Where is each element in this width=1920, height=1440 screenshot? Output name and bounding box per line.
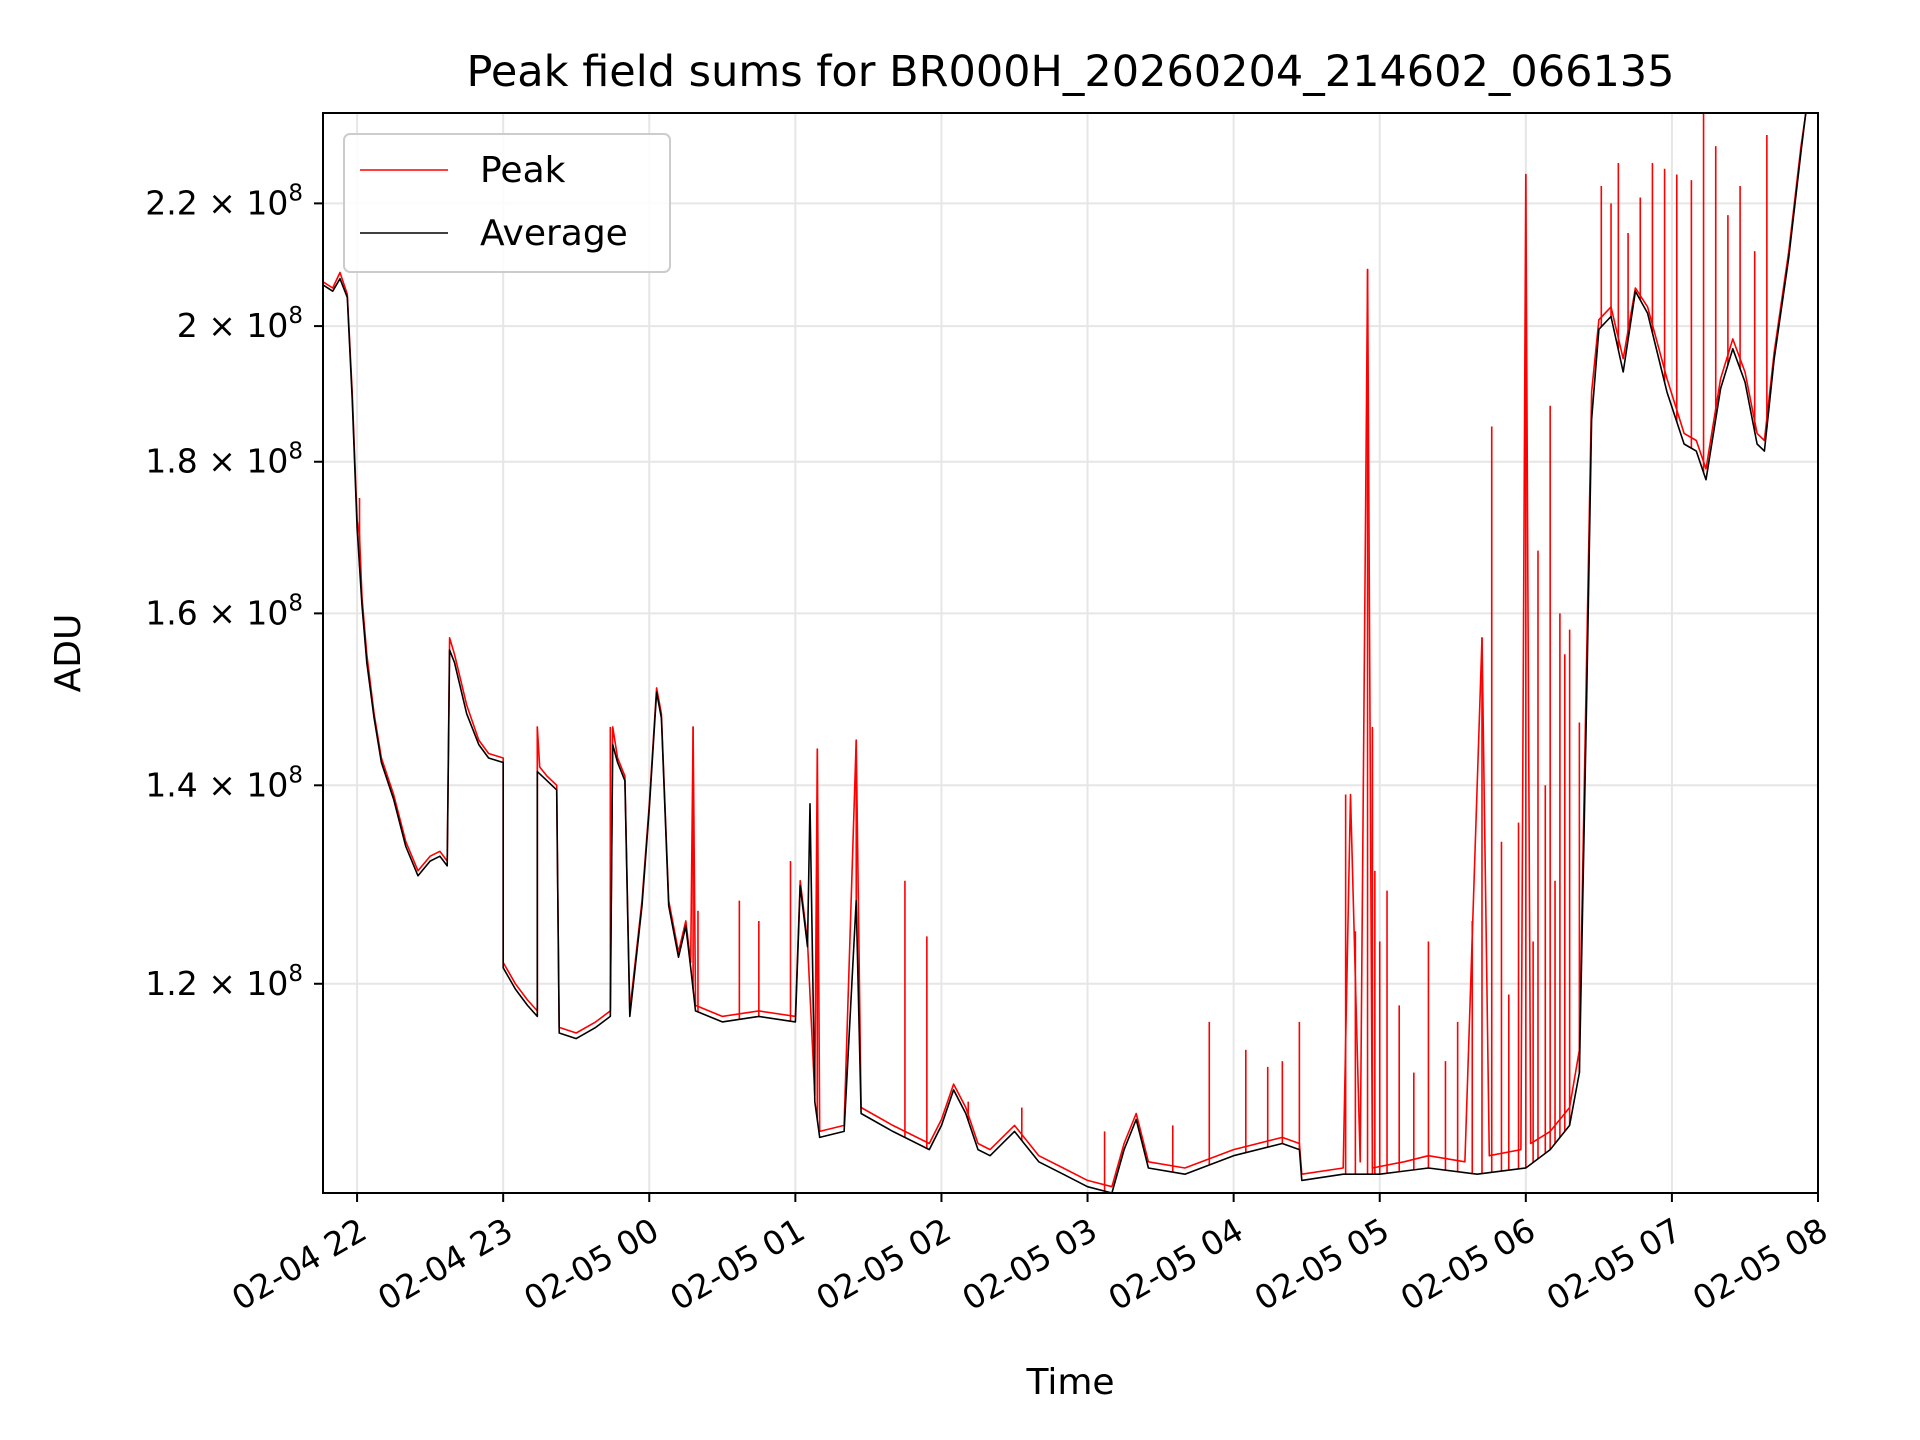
y-axis-label: ADU (48, 614, 89, 693)
series-average-line (323, 113, 1807, 1193)
y-tick-label: 1.2 × 108 (145, 961, 303, 1003)
x-axis-label: Time (1025, 1362, 1114, 1403)
legend-label-peak: Peak (480, 150, 566, 191)
chart-title: Peak field sums for BR000H_20260204_2146… (466, 47, 1674, 97)
y-tick-label: 2 × 108 (177, 303, 303, 345)
y-tick-label: 1.6 × 108 (145, 590, 303, 632)
y-tick-label: 1.4 × 108 (145, 762, 303, 804)
y-tick-label: 1.8 × 108 (145, 439, 303, 481)
legend: Peak Average (343, 133, 671, 273)
plot-area (323, 113, 1807, 1193)
series-layer (323, 113, 1807, 1193)
plot-frame (322, 112, 1819, 1194)
y-axis-ticks: 1.2 × 108 1.4 × 108 1.6 × 108 1.8 × 108 2 × … (145, 180, 323, 1003)
y-tick-label: 2.2 × 108 (145, 180, 303, 222)
legend-box (343, 133, 671, 273)
legend-label-average: Average (480, 213, 628, 254)
